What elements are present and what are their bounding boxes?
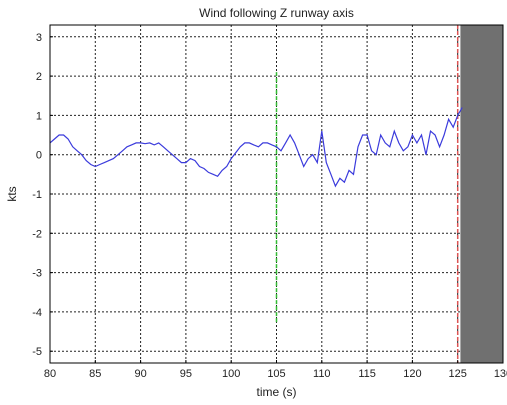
x-tick-label: 110 — [313, 368, 331, 380]
y-tick-label: -2 — [32, 228, 42, 240]
x-tick-label: 85 — [89, 368, 101, 380]
y-tick-label: -4 — [32, 307, 42, 319]
series-line — [49, 107, 463, 188]
y-tick-label: 3 — [36, 32, 42, 44]
x-tick-label: 100 — [222, 368, 240, 380]
marker-lines — [275, 25, 459, 363]
y-tick-label: 0 — [36, 150, 42, 162]
tick-labels: 80 85 90 95 100 105 110 115 120 125 130 3 2 1 0 -1 -2 -3 -… — [32, 32, 507, 380]
series-layer — [49, 107, 463, 188]
y-tick-label: 1 — [36, 110, 42, 122]
chart-title: Wind following Z runway axis — [199, 6, 354, 20]
x-tick-label: 80 — [44, 368, 56, 380]
y-tick-label: -1 — [32, 189, 42, 201]
x-tick-label: 90 — [134, 368, 146, 380]
y-axis-label: kts — [5, 186, 19, 201]
x-axis-label: time (s) — [257, 385, 297, 399]
y-tick-label: -3 — [32, 268, 42, 280]
shaded-region — [460, 25, 503, 363]
x-tick-label: 120 — [403, 368, 421, 380]
x-tick-label: 105 — [267, 368, 285, 380]
x-tick-label: 115 — [358, 368, 376, 380]
x-tick-label: 95 — [180, 368, 192, 380]
x-tick-label: 125 — [449, 368, 467, 380]
shaded-region-layer — [460, 25, 503, 363]
x-tick-label: 130 — [494, 368, 507, 380]
y-tick-label: 2 — [36, 71, 42, 83]
y-tick-label: -5 — [32, 346, 42, 358]
